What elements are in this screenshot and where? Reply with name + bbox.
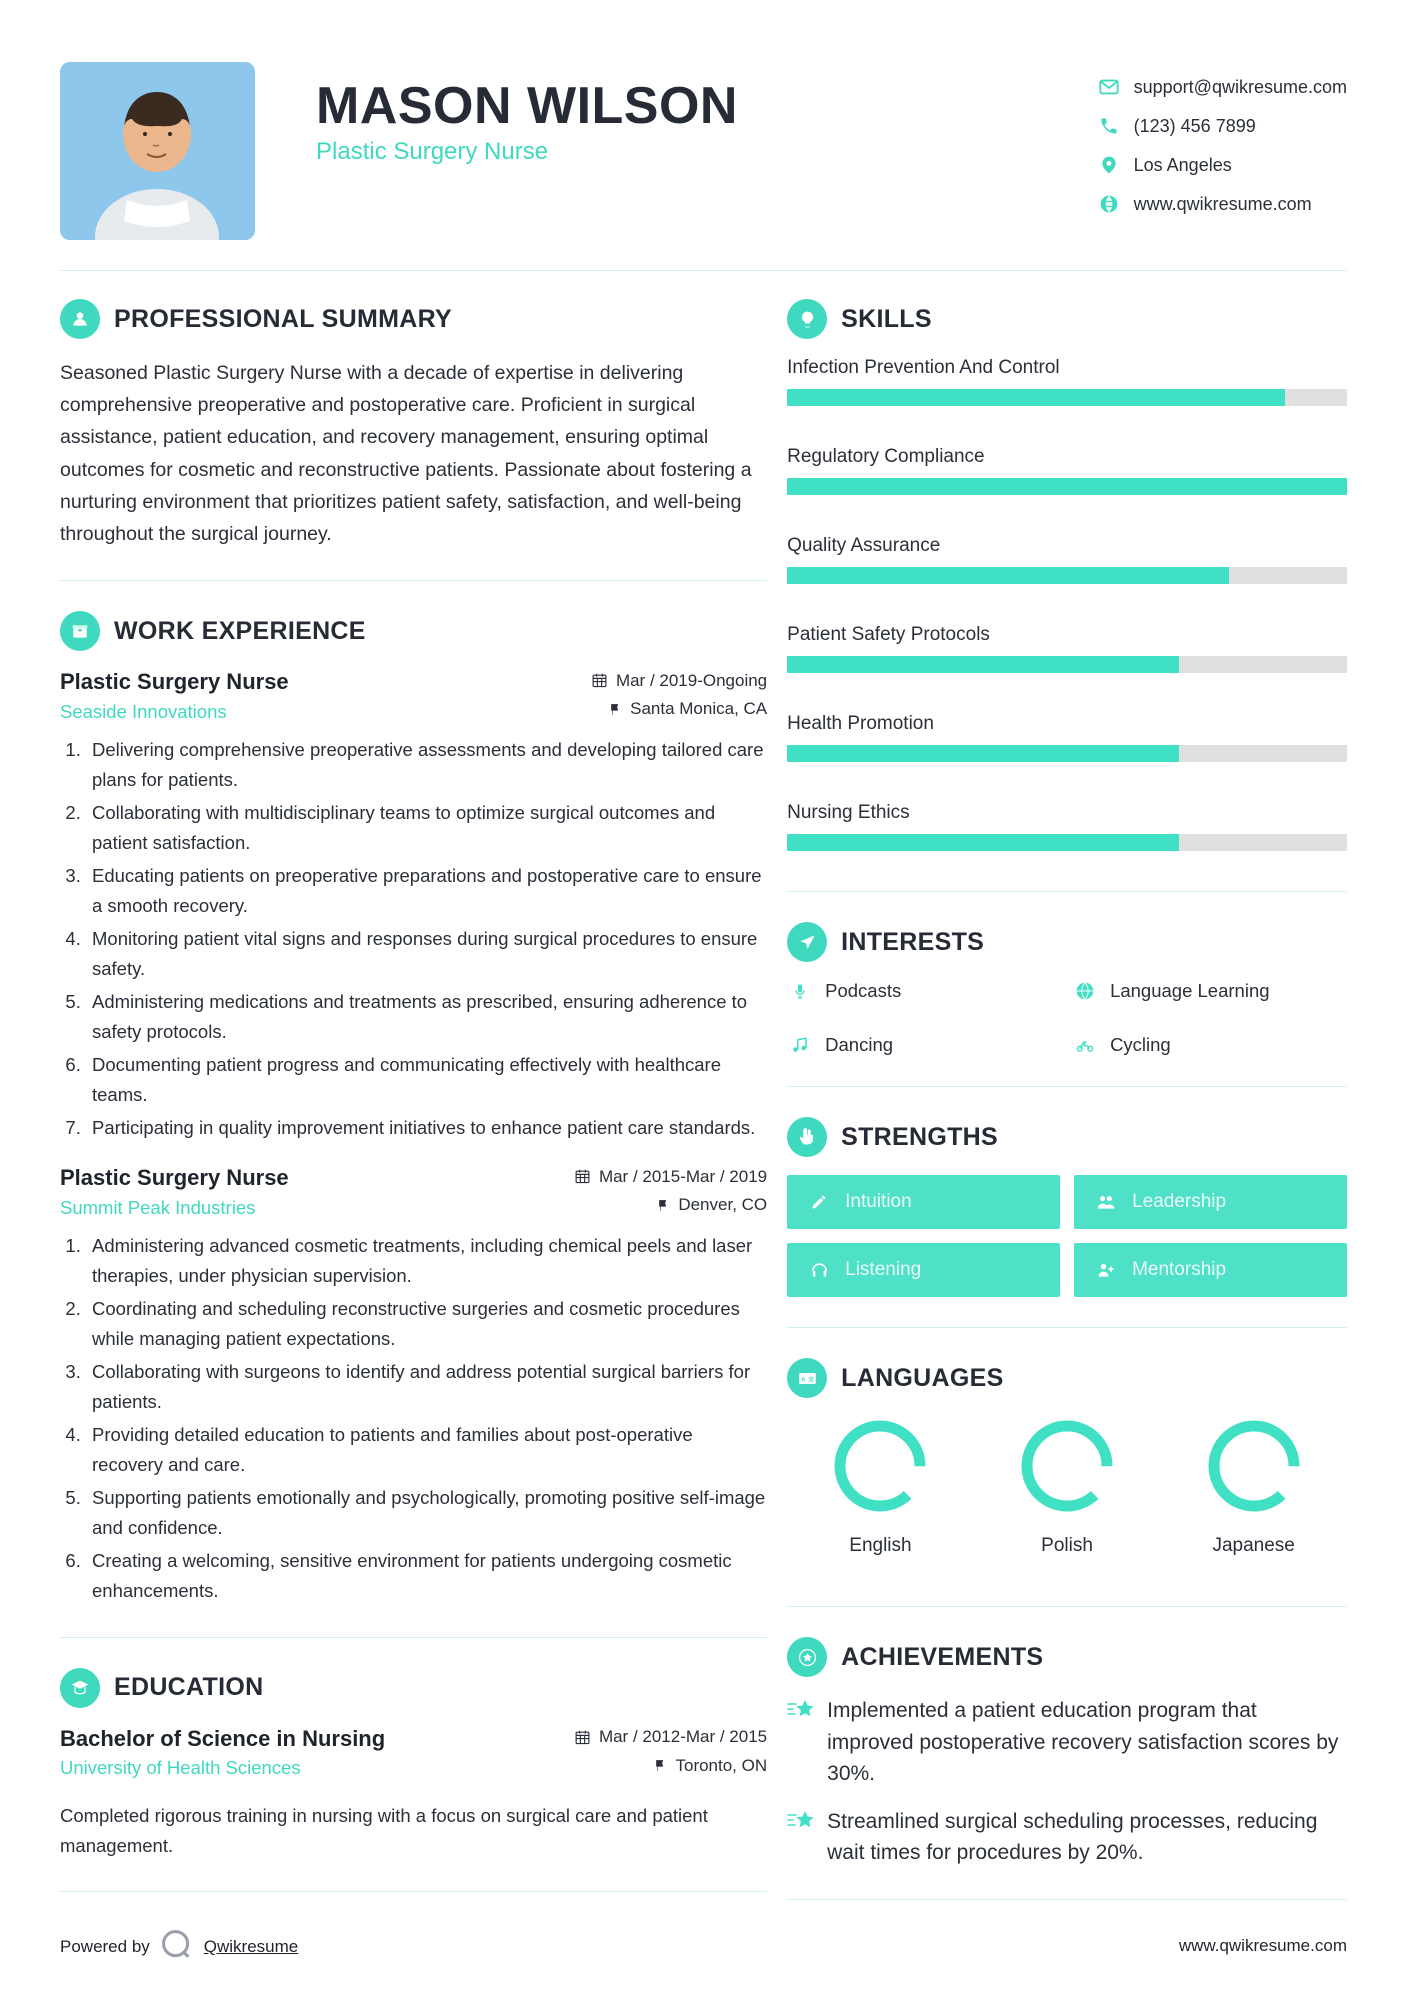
svg-text:A: A	[801, 1377, 806, 1383]
